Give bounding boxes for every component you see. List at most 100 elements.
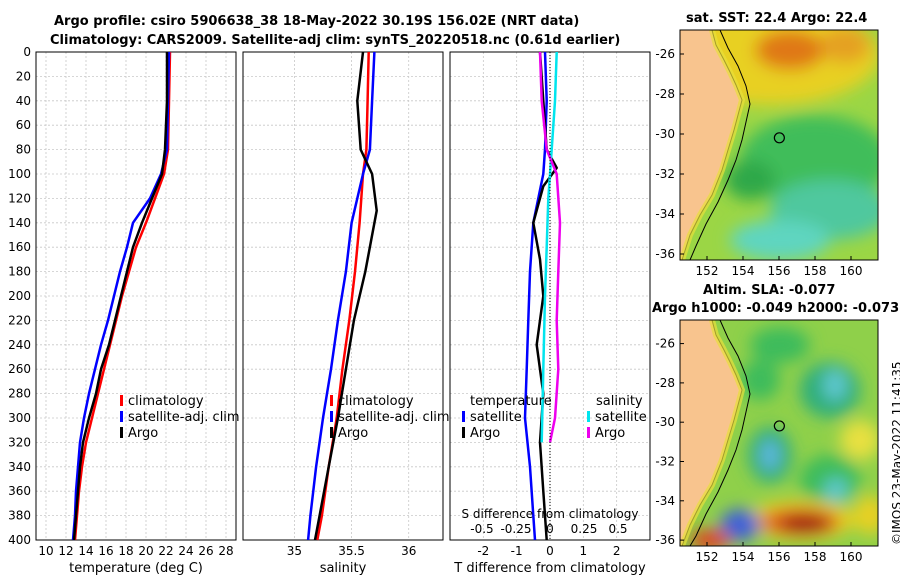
- map-y-tick-label: -30: [655, 415, 675, 429]
- figure-title-line1: Argo profile: csiro 5906638_38 18-May-20…: [54, 14, 580, 29]
- x-tick-label: 35: [287, 544, 302, 558]
- map-y-tick-label: -34: [655, 494, 675, 508]
- sla-map-title: Altim. SLA: -0.077: [703, 283, 836, 298]
- x-axis-label: T difference from climatology: [453, 561, 646, 576]
- map-y-tick-label: -32: [655, 454, 675, 468]
- series-line: [313, 51, 378, 541]
- y-tick-label: 0: [23, 45, 31, 59]
- legend-label: Argo: [338, 426, 368, 441]
- y-tick-label: 200: [8, 289, 31, 303]
- map-x-tick-label: 156: [768, 264, 791, 278]
- series-line: [306, 51, 376, 541]
- legend-swatch: [330, 427, 333, 438]
- legend-swatch: [462, 427, 465, 438]
- legend-label: satellite: [470, 410, 522, 425]
- legend-swatch: [330, 395, 333, 406]
- map-axes-sst_map: 152 154 156 158 160 -26 -28 -30 -32 -34 -36: [655, 47, 862, 278]
- argo-position-marker: [773, 420, 785, 432]
- legend-swatch: [120, 427, 123, 438]
- legend-swatch: [462, 411, 465, 422]
- map-y-tick-label: -28: [655, 87, 675, 101]
- series-line: [540, 51, 558, 443]
- sst-map-title: sat. SST: 22.4 Argo: 22.4: [686, 11, 868, 26]
- map-x-tick-label: 158: [804, 264, 827, 278]
- legend-group-title: salinity: [596, 394, 643, 409]
- legend-label: Argo: [470, 426, 500, 441]
- y-tick-label: 240: [8, 338, 31, 352]
- x-tick-label: 16: [98, 544, 113, 558]
- map-x-tick-label: 152: [696, 264, 719, 278]
- legend-swatch: [587, 411, 590, 422]
- sla-map: [680, 320, 878, 546]
- x-tick-label: 0: [546, 544, 554, 558]
- x-tick-label: 35.5: [338, 544, 365, 558]
- y-tick-label: 280: [8, 387, 31, 401]
- map-x-tick-label: 154: [732, 550, 755, 564]
- y-tick-label: 220: [8, 313, 31, 327]
- legend-swatch: [120, 395, 123, 406]
- plot-frame: [242, 51, 444, 541]
- secondary-axis-label: S difference from climatology: [462, 507, 639, 521]
- y-tick-label: 180: [8, 265, 31, 279]
- x-tick-label: 12: [58, 544, 73, 558]
- x-tick-label: 14: [78, 544, 93, 558]
- figure-title-line2: Climatology: CARS2009. Satellite-adj cli…: [50, 33, 621, 48]
- x-tick-label: 24: [178, 544, 193, 558]
- legend-label: climatology: [338, 394, 414, 409]
- y-tick-label: 140: [8, 216, 31, 230]
- legend-label: satellite-adj. clim: [338, 410, 450, 425]
- legend-label: climatology: [128, 394, 204, 409]
- map-y-tick-label: -28: [655, 376, 675, 390]
- x-tick-label: 18: [118, 544, 133, 558]
- legend-swatch: [120, 411, 123, 422]
- legend-label: Argo: [128, 426, 158, 441]
- map-axes-sla_map: 152 154 156 158 160 -26 -28 -30 -32 -34 -36: [655, 337, 862, 564]
- x-axis-label: temperature (deg C): [69, 561, 203, 576]
- map-y-tick-label: -26: [655, 337, 675, 351]
- map-y-tick-label: -36: [655, 533, 675, 547]
- secondary-tick-label: 0.5: [608, 522, 627, 536]
- x-tick-label: 28: [218, 544, 233, 558]
- y-tick-label: 160: [8, 240, 31, 254]
- secondary-tick-label: -0.25: [500, 522, 531, 536]
- map-y-tick-label: -36: [655, 247, 675, 261]
- y-tick-label: 300: [8, 411, 31, 425]
- y-tick-label: 340: [8, 460, 31, 474]
- y-tick-label: 380: [8, 509, 31, 523]
- x-tick-label: 26: [198, 544, 213, 558]
- x-tick-label: -2: [477, 544, 489, 558]
- x-tick-label: 20: [138, 544, 153, 558]
- panel-salinity: 35 35.5 36 salinity climatologysatellite-adj…: [242, 51, 450, 576]
- map-y-tick-label: -32: [655, 167, 675, 181]
- map-x-tick-label: 158: [804, 550, 827, 564]
- map-x-tick-label: 156: [768, 550, 791, 564]
- y-tick-label: 360: [8, 484, 31, 498]
- legend-label: satellite: [595, 410, 647, 425]
- x-tick-label: 36: [401, 544, 416, 558]
- y-tick-label: 100: [8, 167, 31, 181]
- x-tick-label: -1: [511, 544, 523, 558]
- map-y-tick-label: -30: [655, 127, 675, 141]
- y-tick-label: 20: [16, 69, 31, 83]
- map-y-tick-label: -26: [655, 47, 675, 61]
- x-tick-label: 22: [158, 544, 173, 558]
- secondary-tick-label: -0.5: [470, 522, 493, 536]
- x-tick-label: 10: [38, 544, 53, 558]
- y-tick-label: 260: [8, 362, 31, 376]
- y-tick-label: 320: [8, 435, 31, 449]
- legend-label: satellite-adj. clim: [128, 410, 240, 425]
- sla-map-subtitle: Argo h1000: -0.049 h2000: -0.073: [652, 301, 900, 316]
- legend-swatch: [330, 411, 333, 422]
- panel-difference: -2 -1 0 1 2 T difference from climatology temp…: [449, 51, 651, 576]
- legend-swatch: [587, 427, 590, 438]
- argo-position-marker: [773, 132, 785, 144]
- y-tick-label: 80: [16, 143, 31, 157]
- y-tick-label: 60: [16, 118, 31, 132]
- legend-group-title: temperature: [470, 394, 552, 409]
- legend-label: Argo: [595, 426, 625, 441]
- series-line: [538, 51, 562, 443]
- panel-temperature: 10 12 14 16 18 20 22 24 26 2802040608010012014016…: [8, 45, 240, 576]
- y-tick-label: 400: [8, 533, 31, 547]
- secondary-tick-label: 0: [546, 522, 554, 536]
- series-line: [72, 52, 169, 541]
